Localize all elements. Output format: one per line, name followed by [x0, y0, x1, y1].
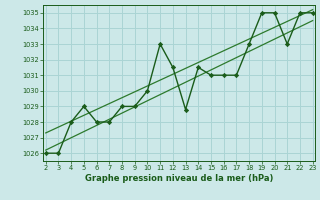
X-axis label: Graphe pression niveau de la mer (hPa): Graphe pression niveau de la mer (hPa) — [85, 174, 273, 183]
